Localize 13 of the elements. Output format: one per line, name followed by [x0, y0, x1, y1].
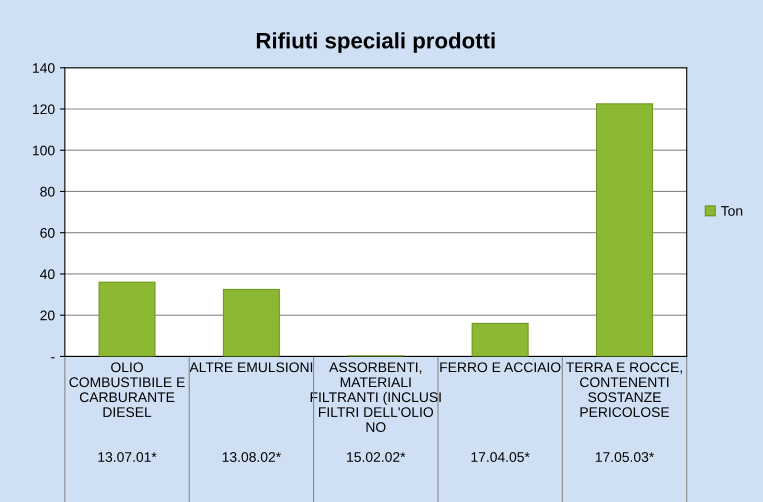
y-tick-label: 120 — [33, 104, 55, 114]
legend-label: Ton — [721, 206, 742, 216]
category-label: TERRA E ROCCE, CONTENENTI SOSTANZE PERICOLOSE 17.05.03* — [566, 362, 682, 462]
category-label: FERRO E ACCIAIO 17.04.05* — [440, 362, 560, 462]
y-tick-label: 20 — [40, 310, 55, 320]
y-tick-label: 140 — [33, 63, 55, 73]
y-tick-label: 80 — [40, 186, 55, 197]
chart-title: Rifiuti speciali prodotti — [256, 32, 495, 53]
y-tick-label: 40 — [40, 269, 55, 280]
y-tick-label: 60 — [40, 228, 55, 238]
category-label: OLIO COMBUSTIBILE E CARBURANTE DIESEL 13.07.01* — [69, 362, 185, 462]
y-tick-label: - — [51, 357, 55, 358]
y-tick-label: 100 — [33, 146, 55, 156]
